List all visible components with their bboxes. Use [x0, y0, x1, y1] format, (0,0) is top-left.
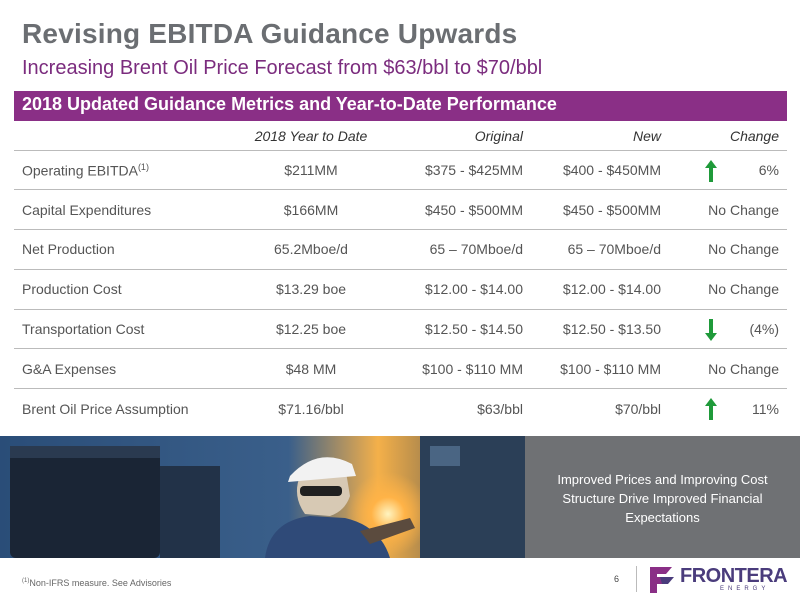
ytd-cell: $166MM — [236, 189, 386, 231]
arrow-up-icon — [705, 159, 717, 182]
column-header-metric — [14, 123, 236, 151]
change-cell: No Change — [667, 269, 787, 310]
table-header-row: 2018 Year to Date Original New Change — [14, 123, 787, 151]
ytd-cell: $211MM — [236, 150, 386, 191]
oil-facility-illustration — [0, 436, 525, 558]
footnote-text: Non-IFRS measure. See Advisories — [29, 578, 172, 588]
callout-text: Improved Prices and Improving Cost Struc… — [557, 472, 768, 525]
new-cell: $100 - $110 MM — [529, 348, 667, 390]
table-banner-title: 2018 Updated Guidance Metrics and Year-t… — [22, 94, 557, 114]
change-value: 11% — [752, 400, 779, 417]
ytd-cell: $12.25 boe — [236, 309, 386, 350]
new-cell: 65 – 70Mboe/d — [529, 229, 667, 270]
ytd-cell: $48 MM — [236, 348, 386, 390]
table-banner: 2018 Updated Guidance Metrics and Year-t… — [14, 91, 787, 121]
page-subtitle: Increasing Brent Oil Price Forecast from… — [22, 57, 543, 79]
ytd-cell: $13.29 boe — [236, 269, 386, 310]
change-cell: (4%) — [667, 309, 787, 350]
frontera-logo-mark — [650, 567, 674, 593]
oil-worker-photo — [0, 436, 525, 558]
logo-wordmark: FRONTERA — [680, 565, 788, 587]
change-value: (4%) — [749, 321, 779, 338]
table-row: G&A Expenses $48 MM $100 - $110 MM $100 … — [14, 348, 787, 390]
logo-subtitle: ENERGY — [720, 586, 770, 592]
table-row: Capital Expenditures $166MM $450 - $500M… — [14, 189, 787, 231]
new-cell: $12.00 - $14.00 — [529, 269, 667, 310]
ytd-cell: 65.2Mboe/d — [236, 229, 386, 270]
change-cell: 6% — [667, 150, 787, 191]
new-cell: $70/bbl — [615, 400, 661, 417]
original-cell: $12.50 - $14.50 — [386, 309, 529, 350]
arrow-down-icon — [705, 318, 717, 341]
original-cell: 65 – 70Mboe/d — [386, 229, 529, 270]
frontera-logo: FRONTERA ENERGY — [648, 564, 794, 596]
new-cell: $12.50 - $13.50 — [529, 309, 667, 350]
metric-cell: Net Production — [14, 229, 236, 270]
table-row: Operating EBITDA(1) $211MM $375 - $425MM… — [14, 150, 787, 191]
original-cell: $375 - $425MM — [386, 150, 529, 191]
callout-box: Improved Prices and Improving Cost Struc… — [525, 436, 800, 558]
table-row: Production Cost $13.29 boe $12.00 - $14.… — [14, 269, 787, 310]
new-cell: $400 - $450MM — [529, 150, 667, 191]
column-header-original: Original — [386, 123, 529, 151]
page-number: 6 — [614, 574, 620, 584]
new-cell: $450 - $500MM — [529, 189, 667, 231]
original-cell: $63/bbl — [477, 400, 523, 417]
guidance-table: 2018 Year to Date Original New Change Op… — [14, 123, 787, 429]
footer-divider — [636, 566, 637, 592]
change-cell: No Change — [667, 229, 787, 270]
page-title: Revising EBITDA Guidance Upwards — [22, 18, 518, 49]
original-cell: $100 - $110 MM — [386, 348, 529, 390]
footnote-mark: (1) — [22, 578, 30, 584]
change-cell: No Change — [667, 348, 787, 390]
metric-cell: Brent Oil Price Assumption — [22, 400, 189, 417]
metric-label: Operating EBITDA — [22, 162, 138, 179]
metric-cell: Operating EBITDA(1) — [14, 150, 236, 191]
footnote-mark: (1) — [137, 161, 149, 172]
table-row: Brent Oil Price Assumption $71.16/bbl $6… — [14, 389, 787, 429]
original-cell: $12.00 - $14.00 — [386, 269, 529, 310]
table-row: Transportation Cost $12.25 boe $12.50 - … — [14, 309, 787, 350]
column-header-change: Change — [667, 123, 787, 151]
change-cell: 11% — [667, 389, 787, 429]
metric-cell: Production Cost — [14, 269, 236, 310]
ytd-cell: $71.16/bbl — [278, 400, 344, 417]
metric-cell: Transportation Cost — [14, 309, 236, 350]
metric-cell: Capital Expenditures — [14, 189, 236, 231]
change-value: 6% — [758, 161, 779, 178]
arrow-up-icon — [705, 398, 717, 421]
metric-cell: G&A Expenses — [14, 348, 236, 390]
column-header-new: New — [529, 123, 667, 151]
footnote: (1)Non-IFRS measure. See Advisories — [22, 578, 171, 588]
original-cell: $450 - $500MM — [386, 189, 529, 231]
column-header-ytd: 2018 Year to Date — [236, 123, 386, 151]
change-cell: No Change — [667, 189, 787, 231]
table-row: Net Production 65.2Mboe/d 65 – 70Mboe/d … — [14, 229, 787, 270]
